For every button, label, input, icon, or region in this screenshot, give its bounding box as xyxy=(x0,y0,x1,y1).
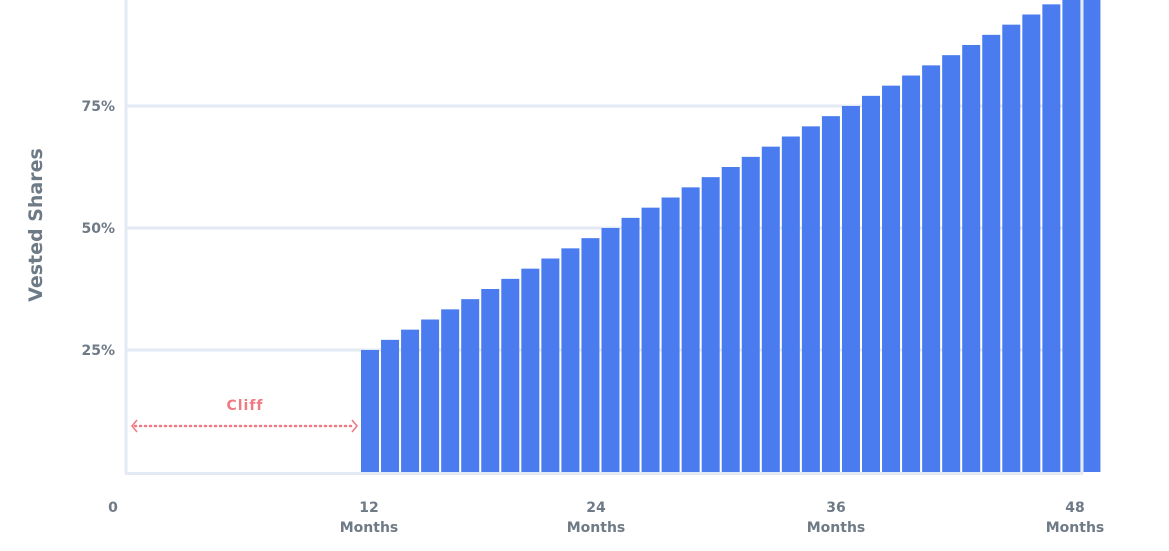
bar xyxy=(1042,4,1061,472)
x-tick-labels: 0 12 Months 24 Months 36 Months 48 Months xyxy=(108,500,1104,536)
bar xyxy=(661,197,680,472)
y-tick-label: 75% xyxy=(81,99,115,115)
x-tick-sublabel: Months xyxy=(807,520,866,536)
bar xyxy=(882,85,901,473)
bar xyxy=(461,299,480,472)
bar xyxy=(481,289,500,472)
bar xyxy=(701,177,720,473)
bar xyxy=(521,268,540,472)
bar xyxy=(801,126,820,472)
bar xyxy=(601,228,620,472)
bar xyxy=(741,156,760,472)
bar xyxy=(621,217,640,472)
bar xyxy=(581,238,600,472)
bar xyxy=(681,187,700,472)
bar xyxy=(862,95,880,472)
x-tick-label: 36 xyxy=(826,500,845,516)
bar xyxy=(962,45,981,472)
bar xyxy=(821,116,840,473)
x-tick-sublabel: Months xyxy=(567,520,626,536)
y-axis-label: Vested Shares xyxy=(25,148,47,302)
bar xyxy=(721,167,740,472)
x-tick-label: 12 xyxy=(359,500,378,516)
bar xyxy=(541,258,560,472)
bar xyxy=(501,278,520,472)
bar xyxy=(1062,0,1081,472)
cliff-right-arrow xyxy=(351,419,359,433)
bar xyxy=(942,55,961,473)
y-tick-label: 25% xyxy=(81,343,115,359)
bars xyxy=(361,0,1101,473)
x-tick-label: 48 xyxy=(1065,500,1084,516)
bar xyxy=(381,339,400,472)
bar xyxy=(1022,14,1041,472)
axes xyxy=(124,0,1084,475)
bar xyxy=(841,106,860,472)
bar xyxy=(401,329,420,472)
bar xyxy=(361,350,379,472)
cliff-left-arrow xyxy=(130,419,138,433)
bar xyxy=(641,207,660,473)
bar xyxy=(1082,0,1101,472)
bar xyxy=(902,75,921,472)
cliff-label: Cliff xyxy=(226,398,263,414)
bar xyxy=(761,146,780,473)
y-tick-labels: 25% 50% 75% xyxy=(81,99,115,359)
bar xyxy=(922,65,941,472)
bar xyxy=(421,319,440,472)
cliff-annotation: Cliff xyxy=(130,398,359,433)
bar xyxy=(1002,24,1021,473)
bar xyxy=(982,34,1001,472)
bar xyxy=(561,248,580,472)
x-tick-sublabel: Months xyxy=(340,520,399,536)
bar xyxy=(441,309,460,472)
x-tick-label: 0 xyxy=(108,500,118,516)
x-tick-sublabel: Months xyxy=(1046,520,1105,536)
x-tick-label: 24 xyxy=(586,500,606,516)
y-tick-label: 50% xyxy=(81,221,115,237)
bar xyxy=(781,136,800,472)
